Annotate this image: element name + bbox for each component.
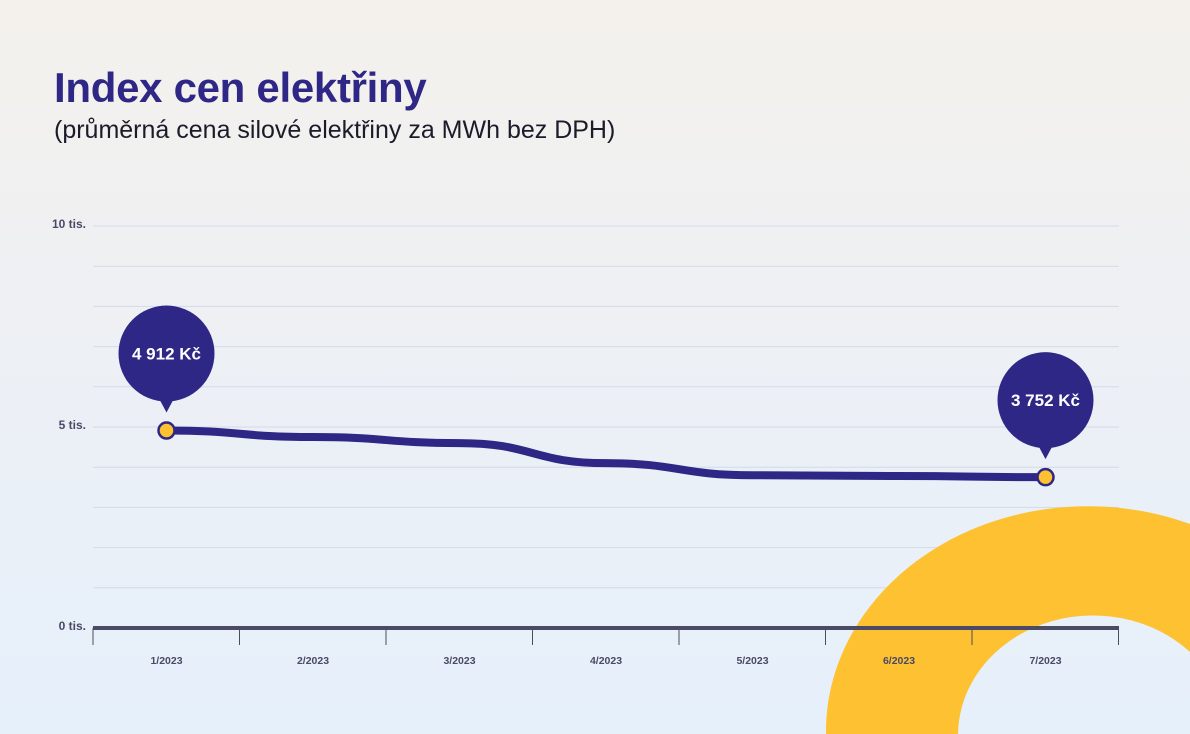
y-tick-label: 10 tis. xyxy=(52,217,86,231)
data-point-marker xyxy=(1036,467,1055,487)
x-axis xyxy=(92,626,1119,645)
x-tick-label: 4/2023 xyxy=(590,655,622,667)
value-bubble xyxy=(118,305,215,402)
data-label: 4 912 Kč xyxy=(132,345,201,364)
y-tick-label: 0 tis. xyxy=(59,619,86,633)
y-axis-labels: 0 tis. 5 tis. 10 tis. xyxy=(52,217,86,633)
value-bubble-pointer xyxy=(158,397,175,413)
x-tick-label: 6/2023 xyxy=(883,655,915,667)
x-tick-label: 1/2023 xyxy=(150,655,182,667)
grid-lines xyxy=(93,225,1119,589)
x-tick-label: 7/2023 xyxy=(1029,655,1061,667)
series-line xyxy=(162,426,1050,482)
value-bubble-pointer xyxy=(1037,444,1054,460)
y-tick-label: 5 tis. xyxy=(59,418,86,432)
x-tick-label: 3/2023 xyxy=(443,655,475,667)
series-layer xyxy=(162,426,1050,482)
x-axis-labels: 1/2023 2/2023 3/2023 4/2023 5/2023 6/2023 7/20… xyxy=(150,655,1061,667)
x-tick-label: 5/2023 xyxy=(736,655,768,667)
decoration xyxy=(825,506,1190,734)
decorative-yellow-arc xyxy=(825,506,1190,734)
chart-title: Index cen elektřiny xyxy=(54,64,427,111)
data-label: 3 752 Kč xyxy=(1011,391,1080,410)
value-bubble xyxy=(997,352,1094,449)
x-tick-label: 2/2023 xyxy=(297,655,329,667)
chart-subtitle: (průměrná cena silové elektřiny za MWh b… xyxy=(54,116,616,144)
annotations: 4 912 Kč 3 752 Kč xyxy=(118,305,1094,487)
data-point-marker xyxy=(157,421,176,440)
